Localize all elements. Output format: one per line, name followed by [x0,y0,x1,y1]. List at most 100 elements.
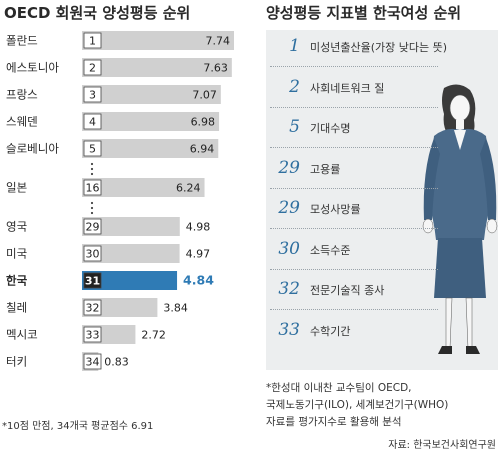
country-label: 칠레 [6,301,27,315]
right-note-line-1: *한성대 이내찬 교수팀이 OECD, [266,382,412,394]
rank-box [83,32,102,49]
value-label: 6.24 [176,182,201,195]
gap-dot [90,162,94,166]
value-label: 6.94 [190,143,215,156]
indicator-row: 1 미성년출산율(가장 낮다는 뜻) [270,36,470,64]
bar [82,85,221,104]
rank-label: 31 [85,275,100,288]
rank-box [83,218,102,235]
indicator-rank: 29 [278,198,300,218]
value-label: 4.84 [183,273,214,288]
rank-label: 5 [89,143,96,156]
indicator-row: 32 전문기술직 종사 [270,279,470,307]
value-label: 7.74 [206,35,231,48]
indicator-divider [270,228,438,229]
indicator-row: 30 소득수준 [270,239,470,267]
indicator-rank: 30 [278,238,300,259]
businesswoman-illustration [422,84,498,354]
indicator-rank: 2 [289,76,300,97]
rank-label: 2 [89,62,96,75]
value-label: 4.98 [186,221,211,234]
bar [82,112,220,131]
indicator-label: 모성사망률 [310,203,361,216]
indicator-divider [270,66,438,67]
rank-label: 1 [89,35,96,48]
rank-label: 33 [86,329,100,342]
rank-box [83,86,102,103]
country-label: 멕시코 [6,328,38,342]
value-label: 7.63 [203,62,228,75]
country-label: 프랑스 [6,88,38,102]
bar [82,139,219,158]
indicator-label: 전문기술직 종사 [310,284,385,297]
indicator-divider [270,147,438,148]
country-label: 터키 [6,355,27,369]
value-label: 7.07 [192,89,217,102]
indicator-label: 고용률 [310,162,341,176]
indicator-row: 29 모성사망률 [270,198,470,226]
indicator-label: 사회네트워크 질 [310,81,385,95]
gap-dot [90,172,94,176]
rank-box [83,113,102,130]
indicator-label: 소득수준 [310,243,351,257]
bar [82,31,234,50]
value-label: 2.72 [141,329,166,342]
rank-box [83,179,102,196]
rank-box [83,59,102,76]
gap-dot [90,211,94,215]
indicator-label: 기대수명 [310,122,351,135]
ranking-chart: 폴란드 1 7.74 에스토니아 2 7.63 프랑스 3 7.07 스웨덴 4 6.98 슬로베니아 5… [6,31,234,371]
indicator-rank: 1 [289,36,300,56]
country-label: 일본 [6,181,27,195]
right-note-line-3: 자료를 평가지수로 활용해 분석 [266,416,402,428]
rank-box [83,245,102,262]
country-label: 폴란드 [6,34,38,48]
country-label: 스웨덴 [6,115,38,129]
gap-dot [90,206,94,210]
indicator-divider [270,268,438,270]
indicator-label: 미성년출산율(가장 낮다는 뜻) [310,41,448,54]
country-label: 미국 [6,247,27,261]
rank-box [83,353,102,370]
bar [82,217,180,236]
rank-label: 32 [86,302,100,315]
country-label: 슬로베니아 [6,142,59,156]
indicator-row: 29 고용률 [270,158,470,186]
indicator-label: 수학기간 [310,324,351,338]
country-label: 한국 [6,274,28,288]
indicator-divider [270,106,438,108]
indicator-row: 2 사회네트워크 질 [270,77,470,105]
bar [82,178,205,197]
rank-box [83,140,102,157]
rank-box [83,272,102,289]
bar [82,58,232,77]
rank-label: 34 [86,356,100,369]
rank-label: 30 [86,248,100,261]
value-label: 4.97 [186,248,211,261]
rank-box [83,299,102,316]
indicator-rank: 33 [278,319,300,340]
left-title: OECD 회원국 양성평등 순위 [4,4,191,22]
gap-dot [90,201,94,205]
bar [82,244,180,263]
indicator-row: 5 기대수명 [270,117,470,145]
ranking-panel: OECD 회원국 양성평등 순위 폴란드 1 7.74 에스토니아 2 7.63 프랑스 3 7… [2,4,234,432]
value-label: 3.84 [163,302,188,315]
country-label: 에스토니아 [6,61,59,75]
rank-label: 4 [89,116,96,129]
rank-box [83,326,102,343]
left-footnote: *10점 만점, 34개국 평균점수 6.91 [2,421,154,432]
indicator-divider [270,309,438,310]
rank-label: 3 [89,89,96,102]
right-title: 양성평등 지표별 한국여성 순위 [266,4,462,22]
indicator-divider [270,187,438,189]
indicator-rank: 29 [278,157,300,178]
indicator-rank: 5 [289,117,300,137]
country-label: 영국 [6,220,27,234]
bar [82,271,178,290]
indicator-rank: 32 [278,279,300,299]
right-note-line-2: 국제노동기구(ILO), 세계보건기구(WHO) [266,399,449,411]
indicator-row: 33 수학기간 [270,320,470,348]
source-text: 자료: 한국보건사회연구원 [388,440,496,451]
value-label: 6.98 [191,116,216,129]
